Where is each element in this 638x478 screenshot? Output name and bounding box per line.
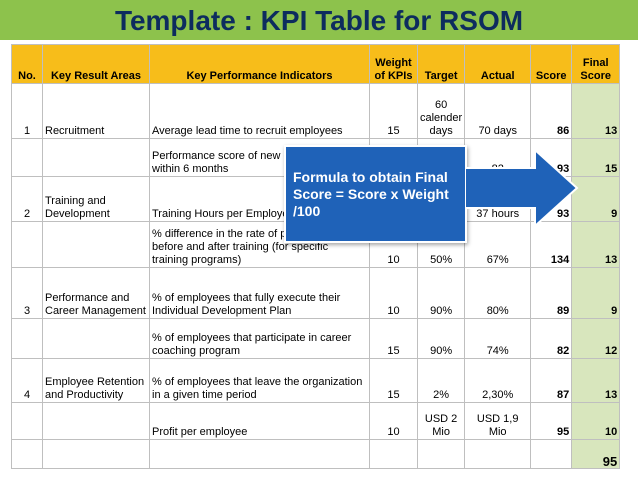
- page-title: Template : KPI Table for RSOM: [114, 5, 524, 36]
- cell-no: 1: [11, 83, 43, 139]
- table-header-row: No. Key Result Areas Key Performance Ind…: [11, 44, 621, 84]
- cell-weight: 15: [369, 358, 418, 403]
- cell-weight: 15: [369, 83, 418, 139]
- cell-final-score: 10: [571, 402, 621, 440]
- cell-no: [11, 402, 43, 440]
- cell-no: [11, 221, 43, 268]
- cell-weight: 10: [369, 402, 418, 440]
- title-band: [0, 0, 638, 40]
- cell-final-score: 9: [571, 267, 621, 319]
- cell-score: 89: [530, 267, 573, 319]
- header-kpi: Key Performance Indicators: [149, 44, 370, 84]
- cell-kpi: Average lead time to recruit employees: [149, 83, 370, 139]
- empty-cell: [530, 439, 573, 469]
- table-row: 3 Performance and Career Management % of…: [11, 267, 621, 319]
- header-kra: Key Result Areas: [42, 44, 150, 84]
- cell-actual: USD 1,9 Mio: [464, 402, 532, 440]
- cell-kpi: % of employees that leave the organizati…: [149, 358, 370, 403]
- arrow-right-icon: [465, 150, 579, 226]
- cell-score: 82: [530, 318, 573, 359]
- total-row: 95: [11, 439, 621, 469]
- cell-kra: Employee Retention and Productivity: [42, 358, 150, 403]
- empty-cell: [11, 439, 43, 469]
- cell-target: USD 2 Mio: [416, 402, 466, 440]
- kpi-table: No. Key Result Areas Key Performance Ind…: [11, 44, 621, 469]
- cell-kpi: % of employees that fully execute their …: [149, 267, 370, 319]
- table-row: 1 Recruitment Average lead time to recru…: [11, 83, 621, 139]
- cell-actual: 70 days: [464, 83, 532, 139]
- cell-kra: [42, 221, 150, 268]
- cell-final-score: 9: [571, 176, 621, 222]
- cell-no: 4: [11, 358, 43, 403]
- cell-no: [11, 318, 43, 359]
- header-actual: Actual: [464, 44, 532, 84]
- cell-score: 134: [530, 221, 573, 268]
- cell-target: 90%: [416, 318, 466, 359]
- cell-score: 95: [530, 402, 573, 440]
- table-row: 4 Employee Retention and Productivity % …: [11, 358, 621, 403]
- header-score: Score: [530, 44, 573, 84]
- total-final-score: 95: [571, 439, 621, 469]
- cell-weight: 10: [369, 267, 418, 319]
- cell-final-score: 13: [571, 221, 621, 268]
- cell-kra: [42, 318, 150, 359]
- cell-no: 2: [11, 176, 43, 222]
- empty-cell: [42, 439, 150, 469]
- cell-kra: [42, 138, 150, 177]
- empty-cell: [149, 439, 370, 469]
- table-row: % of employees that participate in caree…: [11, 318, 621, 359]
- cell-no: [11, 138, 43, 177]
- header-no: No.: [11, 44, 43, 84]
- cell-kra: [42, 402, 150, 440]
- header-final-score: Final Score: [571, 44, 621, 84]
- formula-callout: Formula to obtain Final Score = Score x …: [284, 145, 467, 243]
- cell-kra: Training and Development: [42, 176, 150, 222]
- cell-final-score: 15: [571, 138, 621, 177]
- header-target: Target: [416, 44, 466, 84]
- cell-target: 90%: [416, 267, 466, 319]
- cell-no: 3: [11, 267, 43, 319]
- header-weight: Weight of KPIs: [369, 44, 418, 84]
- table-row: Profit per employee 10 USD 2 Mio USD 1,9…: [11, 402, 621, 440]
- cell-score: 87: [530, 358, 573, 403]
- cell-target: 60 calender days: [416, 83, 466, 139]
- cell-final-score: 13: [571, 358, 621, 403]
- cell-actual: 2,30%: [464, 358, 532, 403]
- cell-kpi: % of employees that participate in caree…: [149, 318, 370, 359]
- cell-actual: 74%: [464, 318, 532, 359]
- cell-weight: 15: [369, 318, 418, 359]
- cell-final-score: 13: [571, 83, 621, 139]
- empty-cell: [369, 439, 418, 469]
- cell-final-score: 12: [571, 318, 621, 359]
- cell-kra: Performance and Career Management: [42, 267, 150, 319]
- cell-actual: 80%: [464, 267, 532, 319]
- cell-target: 2%: [416, 358, 466, 403]
- empty-cell: [464, 439, 532, 469]
- cell-kra: Recruitment: [42, 83, 150, 139]
- cell-actual: 67%: [464, 221, 532, 268]
- empty-cell: [416, 439, 466, 469]
- cell-score: 86: [530, 83, 573, 139]
- cell-kpi: Profit per employee: [149, 402, 370, 440]
